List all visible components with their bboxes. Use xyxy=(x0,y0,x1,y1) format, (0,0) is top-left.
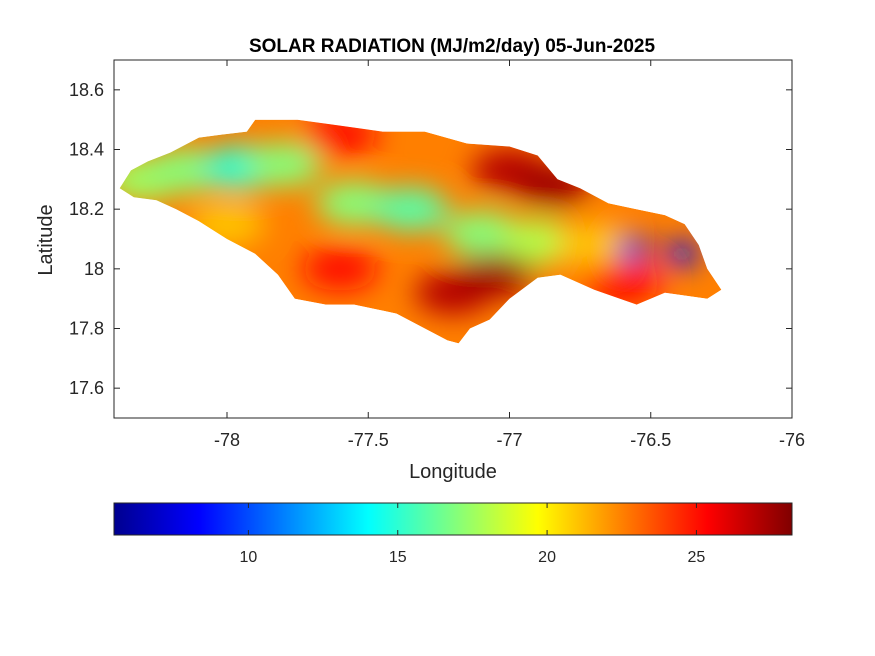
field-feature xyxy=(556,222,633,267)
colorbar xyxy=(113,502,793,536)
colorbar-tick-label: 20 xyxy=(538,549,556,566)
x-axis: -78 -77.5 -77 -76.5 -76 xyxy=(214,60,805,450)
x-tick-label: -76 xyxy=(779,430,805,450)
y-tick-label: 18.2 xyxy=(69,199,104,219)
field-feature xyxy=(665,240,698,267)
field-feature xyxy=(499,219,576,264)
y-tick-label: 17.8 xyxy=(69,319,104,339)
y-tick-label: 18.4 xyxy=(69,140,104,160)
x-tick-label: -78 xyxy=(214,430,240,450)
field-feature xyxy=(302,246,378,291)
y-tick-label: 18 xyxy=(84,259,104,279)
field-feature xyxy=(617,234,650,261)
field-feature xyxy=(316,181,393,226)
x-tick-label: -77 xyxy=(496,430,522,450)
field-feature xyxy=(372,187,449,232)
colorbar-tick-label: 10 xyxy=(240,549,258,566)
y-axis-label: Latitude xyxy=(35,204,57,275)
field-feature xyxy=(146,148,223,193)
radiation-field xyxy=(119,119,722,344)
colorbar-tick-label: 25 xyxy=(688,549,706,566)
y-axis: 17.6 17.8 18 18.2 18.4 18.6 xyxy=(69,80,792,398)
y-tick-label: 17.6 xyxy=(69,378,104,398)
colorbar-tick-label: 15 xyxy=(389,549,407,566)
field-feature xyxy=(245,142,322,187)
chart-title: SOLAR RADIATION (MJ/m2/day) 05-Jun-2025 xyxy=(249,36,656,57)
y-tick-label: 18.6 xyxy=(69,80,104,100)
field-feature xyxy=(457,252,534,297)
x-axis-label: Longitude xyxy=(409,461,497,483)
colorbar-ticks: 10 15 20 25 xyxy=(240,503,706,566)
x-tick-label: -76.5 xyxy=(630,430,671,450)
x-tick-label: -77.5 xyxy=(348,430,389,450)
